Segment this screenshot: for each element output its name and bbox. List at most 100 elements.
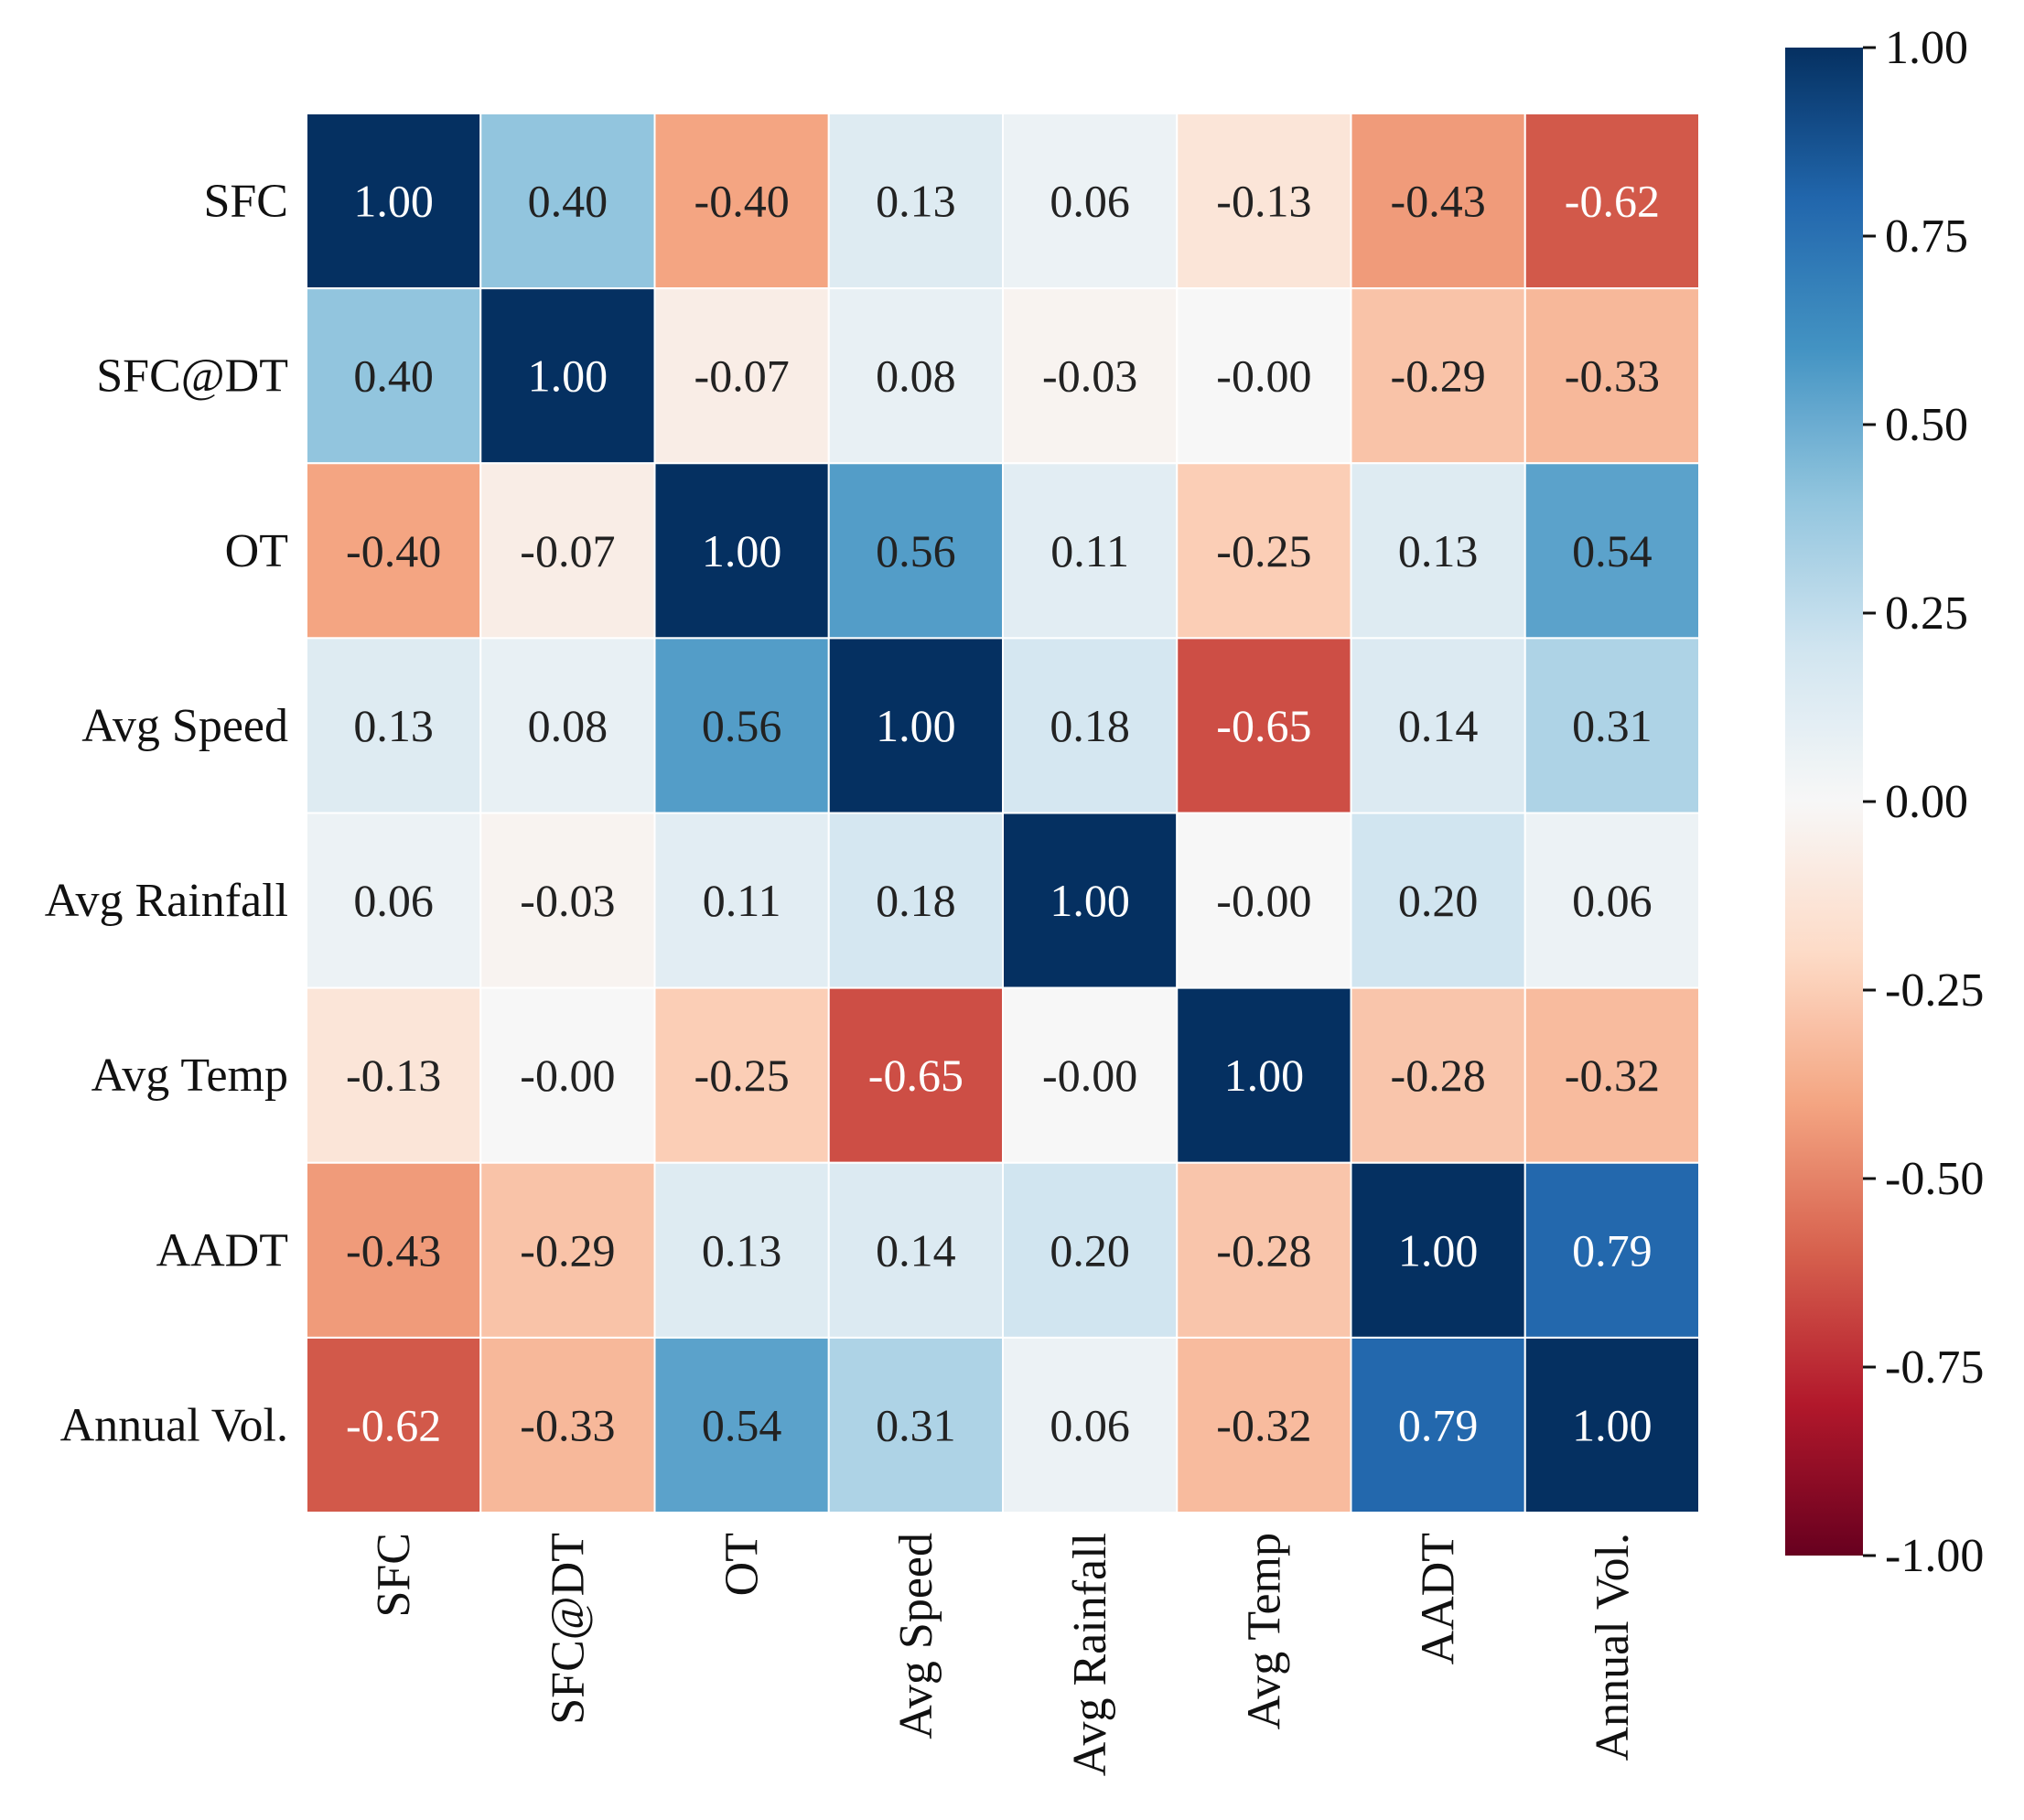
cell-value-label: 0.13 [1398, 525, 1479, 576]
cell-value-label: -0.65 [868, 1050, 964, 1101]
x-axis-labels: SFC SFC@DT OT Avg Speed Avg Rainfall Avg Temp… [368, 1533, 1639, 1776]
heatmap-cell [1176, 1336, 1352, 1513]
y-tick-label: OT [225, 525, 288, 577]
cell-value-label: 0.40 [528, 176, 608, 227]
heatmap-cell [827, 462, 1004, 640]
cell-value-label: 0.18 [876, 875, 956, 926]
y-tick-label: Avg Speed [81, 700, 288, 752]
cell-value-label: -0.43 [346, 1224, 441, 1276]
y-axis-labels: SFC SFC@DT OT Avg Speed Avg Rainfall Avg Temp… [45, 176, 288, 1452]
colorbar-ticks: 1.00 0.75 0.50 0.25 0.00 -0.25 -0.50 -0.75 -1.00 [1863, 22, 1984, 1582]
heatmap-cell [1176, 287, 1352, 465]
cell-value-label: -0.13 [1216, 176, 1311, 227]
heatmap-cell [1350, 637, 1526, 814]
colorbar-tick-label: -1.00 [1885, 1530, 1984, 1582]
heatmap-cell [827, 812, 1004, 989]
x-tick-label: Avg Rainfall [1064, 1533, 1116, 1776]
heatmap-cell [653, 637, 830, 814]
cell-value-label: 0.31 [1572, 700, 1653, 751]
colorbar-tick-label: -0.25 [1885, 964, 1984, 1017]
cell-value-label: -0.33 [520, 1399, 615, 1450]
heatmap-cell [1350, 287, 1526, 465]
cell-value-label: 0.06 [353, 875, 434, 926]
y-tick-label: Avg Rainfall [45, 875, 288, 927]
cell-value-label: -0.28 [1391, 1050, 1486, 1101]
heatmap-cell [479, 287, 656, 465]
heatmap-cell [1176, 812, 1352, 989]
heatmap-cell [1523, 812, 1700, 989]
heatmap-cell [653, 113, 830, 290]
heatmap-cell [653, 462, 830, 640]
colorbar-tick-label: -0.50 [1885, 1153, 1984, 1205]
cell-value-label: -0.29 [520, 1224, 615, 1276]
cell-value-label: 0.13 [702, 1224, 782, 1276]
colorbar-tick-label: 0.00 [1885, 776, 1968, 828]
cell-value-label: -0.00 [1216, 350, 1311, 402]
x-tick-label: AADT [1413, 1533, 1465, 1664]
cell-value-label: 1.00 [1224, 1050, 1305, 1101]
cell-value-label: -0.03 [520, 875, 615, 926]
heatmap-cell [653, 812, 830, 989]
heatmap-cell [827, 637, 1004, 814]
cell-value-label: -0.00 [520, 1050, 615, 1101]
heatmap-cell [1002, 287, 1179, 465]
heatmap-cell [1523, 1336, 1700, 1513]
x-tick-label: SFC [368, 1533, 420, 1618]
cell-value-label: -0.28 [1216, 1224, 1311, 1276]
cell-value-label: -0.00 [1042, 1050, 1137, 1101]
y-tick-label: Avg Temp [92, 1050, 288, 1102]
heatmap-cell [1523, 986, 1700, 1164]
cell-value-label: -0.13 [346, 1050, 441, 1101]
cell-value-label: 0.08 [528, 700, 608, 751]
cell-value-label: 0.11 [1050, 525, 1129, 576]
colorbar: 1.00 0.75 0.50 0.25 0.00 -0.25 -0.50 -0.75 -1.00 [1785, 22, 1984, 1582]
heatmap-cell [479, 462, 656, 640]
x-tick-label: Avg Temp [1238, 1533, 1290, 1729]
heatmap-cell [1176, 1161, 1352, 1339]
heatmap-cell [1002, 1161, 1179, 1339]
cell-value-label: 0.79 [1572, 1224, 1653, 1276]
heatmap-cell [306, 1161, 482, 1339]
cell-value-label: 1.00 [1572, 1399, 1653, 1450]
heatmap-cell [479, 1161, 656, 1339]
cell-value-label: -0.62 [1565, 176, 1660, 227]
cell-value-label: 0.40 [353, 350, 434, 402]
cell-value-label: 0.11 [703, 875, 781, 926]
heatmap-cell [1350, 812, 1526, 989]
cell-value-label: 1.00 [702, 525, 782, 576]
colorbar-tick-label: 0.75 [1885, 210, 1968, 263]
cell-value-label: 1.00 [528, 350, 608, 402]
heatmap-cell [479, 113, 656, 290]
colorbar-tick-label: -0.75 [1885, 1341, 1984, 1394]
x-tick-label: Annual Vol. [1587, 1533, 1639, 1761]
heatmap-cell [1002, 1336, 1179, 1513]
heatmap-cell [1523, 1161, 1700, 1339]
cell-value-label: 0.31 [876, 1399, 956, 1450]
x-tick-label: Avg Speed [890, 1533, 942, 1739]
heatmap-cell [1523, 462, 1700, 640]
heatmap-cell [1523, 287, 1700, 465]
cell-value-label: 0.20 [1398, 875, 1479, 926]
heatmap-cell [1002, 637, 1179, 814]
heatmap-cell [827, 1336, 1004, 1513]
cell-value-label: -0.25 [694, 1050, 790, 1101]
cell-value-label: 0.14 [876, 1224, 956, 1276]
cell-value-label: 0.20 [1050, 1224, 1130, 1276]
x-tick-label: OT [716, 1533, 769, 1596]
cell-value-label: 0.06 [1572, 875, 1653, 926]
colorbar-tick-label: 0.25 [1885, 587, 1968, 640]
cell-value-label: 0.13 [353, 700, 434, 751]
heatmap-cell [306, 1336, 482, 1513]
heatmap-cells: 1.00 0.40 -0.40 0.13 0.06 -0.13 -0.43 -0.62 0.40… [306, 113, 1700, 1513]
cell-value-label: -0.43 [1391, 176, 1486, 227]
heatmap-cell [653, 986, 830, 1164]
cell-value-label: -0.29 [1391, 350, 1486, 402]
y-tick-label: SFC [203, 176, 288, 228]
cell-value-label: -0.32 [1565, 1050, 1660, 1101]
cell-value-label: 0.14 [1398, 700, 1479, 751]
colorbar-tick-label: 0.50 [1885, 399, 1968, 451]
x-tick-label: SFC@DT [542, 1533, 594, 1725]
cell-value-label: 0.06 [1050, 1399, 1130, 1450]
cell-value-label: 1.00 [1050, 875, 1130, 926]
